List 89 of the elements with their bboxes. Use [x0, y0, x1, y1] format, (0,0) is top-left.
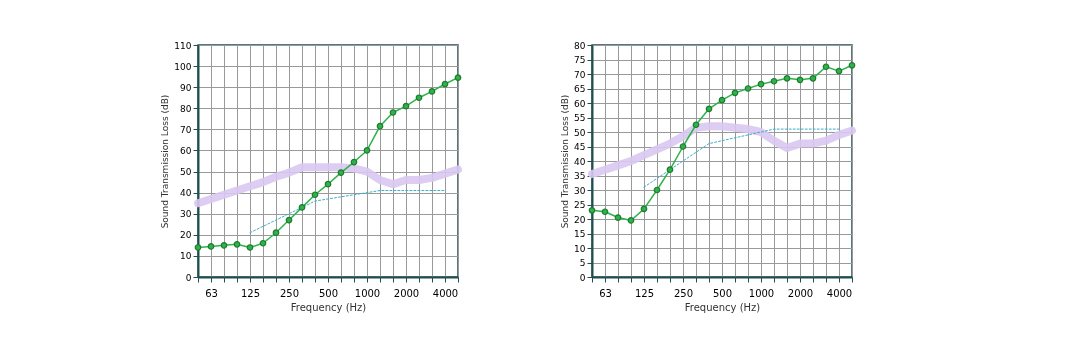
point: [285, 216, 293, 224]
x-tick-label: 250: [279, 287, 300, 299]
point: [272, 229, 280, 237]
x-tick-label: 125: [634, 287, 655, 299]
point: [376, 122, 384, 130]
y-tick-label: 20: [180, 230, 192, 241]
y-tick-label: 30: [574, 185, 586, 196]
y-tick-label: 60: [574, 98, 586, 109]
y-tick-label: 90: [180, 82, 192, 93]
point: [220, 242, 228, 249]
point: [259, 239, 267, 247]
point: [337, 169, 345, 176]
point: [324, 180, 332, 188]
point: [822, 63, 830, 71]
y-tick-label: 40: [180, 188, 192, 199]
point: [233, 240, 241, 248]
y-tick-label: 10: [180, 251, 192, 262]
y-tick-label: 0: [185, 272, 192, 283]
y-tick-label: 35: [574, 171, 586, 181]
y-tick-label: 80: [574, 40, 586, 51]
x-tick-label: 250: [673, 287, 694, 299]
line-series: [643, 128, 840, 188]
point: [692, 121, 700, 129]
y-tick-label: 110: [174, 40, 192, 51]
y-tick-label: 50: [180, 167, 192, 178]
y-tick-label: 30: [180, 209, 192, 220]
x-tick-label: 1000: [748, 287, 775, 299]
y-tick-label: 45: [574, 142, 586, 152]
point: [311, 191, 319, 199]
point: [848, 61, 856, 69]
y-tick-label: 55: [574, 113, 586, 123]
y-tick-label: 25: [574, 200, 586, 210]
x-tick-label: 125: [240, 287, 261, 299]
y-axis-title: Sound Transmission Loss (dB): [560, 94, 571, 229]
y-tick-label: 5: [579, 258, 586, 268]
point: [757, 80, 765, 88]
point: [246, 244, 254, 251]
point: [389, 109, 397, 116]
point: [350, 158, 358, 166]
x-tick-label: 1000: [354, 287, 381, 299]
y-axis-title: Sound Transmission Loss (dB): [160, 94, 171, 229]
y-tick-label: 75: [574, 55, 586, 65]
point: [415, 94, 423, 102]
point: [454, 74, 462, 82]
point: [601, 208, 609, 216]
point: [744, 85, 752, 92]
x-tick-label: 63: [599, 287, 612, 299]
line-series: [249, 190, 446, 234]
point: [627, 217, 635, 224]
y-tick-label: 60: [180, 145, 192, 156]
point: [835, 67, 843, 75]
x-tick-label: 500: [318, 287, 339, 299]
y-tick-label: 10: [574, 243, 586, 254]
x-tick-label: 500: [712, 287, 733, 299]
y-tick-label: 80: [180, 103, 192, 114]
point: [363, 147, 371, 154]
y-tick-label: 70: [180, 124, 192, 135]
point: [588, 206, 596, 214]
point: [194, 244, 202, 251]
y-tick-label: 20: [574, 214, 586, 225]
x-axis-title: Frequency (Hz): [684, 301, 761, 313]
x-tick-label: 63: [205, 287, 218, 299]
x-tick-label: 4000: [432, 287, 459, 299]
y-tick-label: 0: [579, 272, 586, 283]
point: [207, 243, 215, 250]
point: [731, 89, 739, 97]
point: [428, 88, 436, 95]
point: [770, 77, 778, 85]
y-tick-label: 70: [574, 69, 586, 80]
point: [705, 105, 713, 113]
y-tick-label: 50: [574, 127, 586, 138]
y-tick-label: 40: [574, 156, 586, 167]
y-tick-label: 15: [574, 229, 586, 239]
x-tick-label: 2000: [393, 287, 420, 299]
point: [402, 102, 410, 110]
point: [653, 186, 661, 194]
point: [796, 76, 804, 84]
x-tick-label: 4000: [826, 287, 853, 299]
point: [441, 80, 449, 88]
x-axis-title: Frequency (Hz): [290, 301, 367, 313]
point: [809, 75, 817, 82]
point: [640, 205, 648, 213]
point: [718, 96, 726, 104]
point: [679, 143, 687, 150]
x-tick-label: 2000: [787, 287, 814, 299]
y-tick-label: 65: [574, 84, 586, 94]
y-tick-label: 100: [174, 61, 192, 72]
point: [783, 75, 791, 82]
point: [614, 214, 622, 221]
